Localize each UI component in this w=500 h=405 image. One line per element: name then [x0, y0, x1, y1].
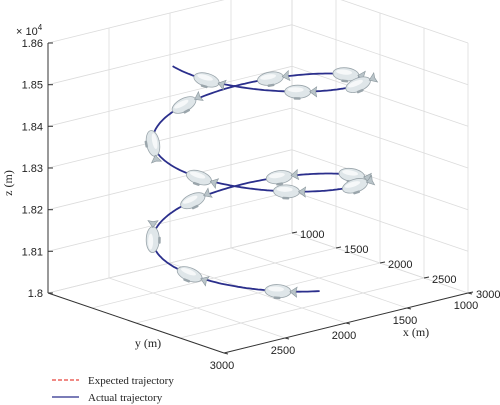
y-tick-label: 2500	[271, 345, 295, 357]
airship-icon	[264, 284, 298, 300]
z-tick-label: 1.83	[22, 163, 43, 175]
x-tick-mark	[291, 231, 298, 234]
airship-icon	[342, 174, 376, 195]
airship-icon	[185, 169, 220, 190]
wall-grid-line	[291, 107, 469, 169]
airship-icon	[273, 184, 307, 200]
wall-grid-line	[47, 65, 293, 127]
airship-icon	[345, 72, 379, 94]
wall-grid-line	[47, 107, 293, 169]
y-tick-mark	[406, 307, 412, 310]
wall-grid-line	[47, 149, 293, 211]
wall-grid-line	[291, 190, 469, 252]
tick-labels: 3000 2500 2000 1500 1000 1000 1500 2000 2500 3000…	[22, 38, 500, 372]
x-tick-label: 2500	[432, 274, 456, 286]
z-tick-label: 1.82	[22, 205, 43, 217]
z-tick-label: 1.81	[22, 246, 43, 258]
y-axis-label: y (m)	[135, 336, 161, 350]
z-tick-label: 1.85	[22, 80, 43, 92]
x-tick-mark	[423, 276, 430, 279]
legend-expected-label: Expected trajectory	[88, 375, 174, 387]
x-tick-label: 1500	[344, 244, 368, 256]
y-axis-line	[47, 292, 225, 354]
airship-icon	[193, 72, 227, 91]
wall-grid-line	[291, 65, 469, 127]
airship-icon	[176, 266, 210, 287]
axes-box	[47, 42, 474, 355]
airship-icon	[265, 168, 300, 186]
z-tick-label: 1.8	[28, 288, 43, 300]
airship-icon	[145, 220, 161, 253]
y-tick-label: 1000	[454, 300, 478, 312]
airship-icon	[284, 84, 318, 100]
x-axis-label: x (m)	[403, 325, 429, 339]
y-tick-label: 3000	[210, 360, 234, 372]
z-multiplier-base: × 10	[16, 26, 38, 38]
z-multiplier: × 104	[16, 23, 43, 38]
y-tick-mark	[223, 352, 229, 355]
x-tick-label: 3000	[476, 289, 500, 301]
z-tick-label: 1.84	[22, 121, 43, 133]
airship-icon	[332, 67, 366, 83]
wall-grid-line	[291, 24, 469, 86]
x-tick-mark	[467, 291, 474, 294]
y-tick-mark	[345, 322, 351, 325]
x-tick-mark	[335, 246, 342, 249]
x-tick-label: 2000	[388, 259, 412, 271]
wall-grid-line	[47, 232, 293, 294]
wall-grid-line	[340, 0, 469, 44]
wall-grid-line	[47, 0, 225, 44]
airship-icon	[171, 90, 204, 114]
y-tick-label: 2000	[332, 330, 356, 342]
x-tick-label: 1000	[300, 229, 324, 241]
z-axis-label: z (m)	[1, 170, 15, 196]
floor-grid-line	[108, 277, 286, 339]
legend: Expected trajectory Actual trajectory	[52, 375, 174, 404]
wall-grid-line	[47, 190, 293, 252]
legend-actual-label: Actual trajectory	[88, 392, 163, 404]
wall-grid-line	[291, 149, 469, 211]
airship-icon	[144, 130, 163, 164]
airship-markers	[144, 67, 379, 300]
wall-grid-line	[47, 24, 293, 86]
z-tick-label: 1.86	[22, 38, 43, 50]
floor-grid-line	[230, 247, 408, 309]
z-multiplier-exponent: 4	[38, 23, 43, 32]
y-tick-label: 1500	[393, 315, 417, 327]
airship-icon	[180, 187, 213, 210]
x-tick-mark	[379, 261, 386, 264]
grid-lines	[47, 0, 469, 354]
y-tick-mark	[284, 337, 290, 340]
airship-icon	[257, 69, 291, 87]
